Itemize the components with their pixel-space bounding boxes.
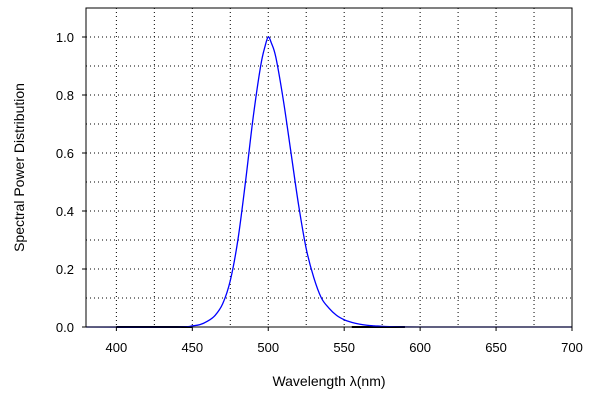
y-tick-label: 1.0 — [56, 30, 74, 45]
y-tick-label: 0.4 — [56, 204, 74, 219]
y-tick-label: 0.8 — [56, 88, 74, 103]
x-tick-label: 450 — [181, 340, 203, 355]
y-axis-label: Spectral Power Distribution — [11, 83, 27, 252]
x-tick-label: 400 — [106, 340, 128, 355]
x-tick-label: 550 — [333, 340, 355, 355]
x-tick-label: 650 — [485, 340, 507, 355]
x-tick-label: 700 — [561, 340, 583, 355]
series-line — [85, 36, 572, 328]
x-tick-label: 500 — [257, 340, 279, 355]
y-tick-label: 0.2 — [56, 262, 74, 277]
plot-frame — [85, 7, 573, 328]
y-tick-label: 0.0 — [56, 320, 74, 335]
x-tick-label: 600 — [409, 340, 431, 355]
grid — [86, 8, 572, 327]
x-axis-ticks: 400 450 500 550 600 650 700 — [106, 327, 583, 355]
series-lines — [85, 36, 572, 328]
y-tick-label: 0.6 — [56, 146, 74, 161]
y-axis-ticks: 0.0 0.2 0.4 0.6 0.8 1.0 — [56, 30, 86, 335]
x-axis-label: Wavelength λ(nm) — [272, 373, 385, 389]
